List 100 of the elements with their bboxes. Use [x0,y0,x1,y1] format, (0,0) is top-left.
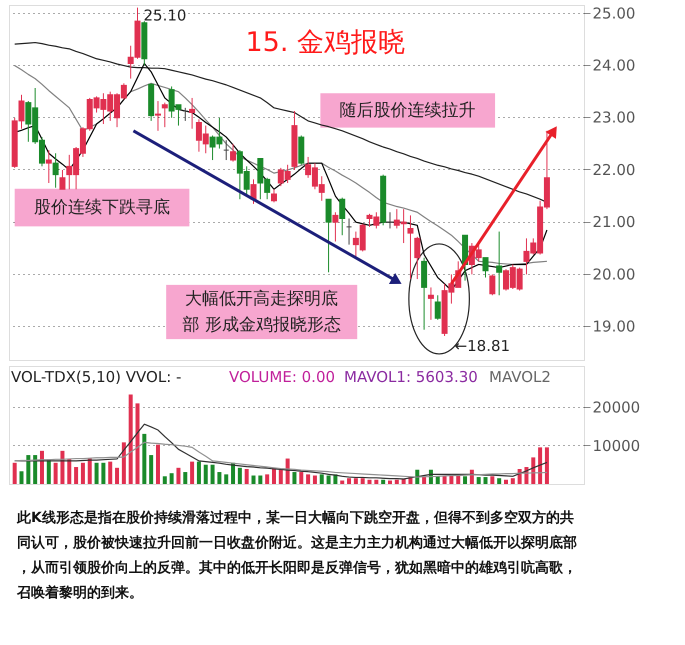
y-tick-label: 23.00 [592,108,636,127]
y-tick-label: 22.00 [592,160,636,179]
bar [26,455,30,484]
candlestick [189,97,196,130]
bar [456,476,460,484]
bar [176,468,180,484]
bar [101,462,106,484]
bar [252,476,256,484]
bar [88,458,92,484]
bar [374,480,378,484]
bar [162,476,167,484]
line-series [14,442,548,478]
annotation: VOLUME: 0.00 [229,368,336,386]
bar [258,476,262,484]
bar [312,476,317,484]
bar [484,477,488,484]
bar [278,470,283,484]
candlestick [154,100,161,132]
bar [381,480,386,484]
bar [20,471,24,484]
bar [170,473,174,484]
bar [463,476,468,484]
annotation: VOL-TDX(5,10) VVOL: - [11,368,182,386]
candlestick [489,274,496,296]
bar [60,450,64,484]
y-tick-label: 20.00 [592,265,636,284]
bar [292,472,296,484]
bar [436,476,440,484]
candlestick [46,150,52,184]
candlestick [223,140,230,161]
bar [394,480,399,484]
text: 此K线形态是指在股价持续滑落过程中，某一日大幅向下跳空开盘，但得不到多空双方的共同认可，股价被快速拉升回前一日收盘价附近。这是主力主力机构通过大幅低开以探明底部，从而引领股价向上的反弹。其中的低开长阳即是反弹信号，犹如黑暗中的雄鸡引吭高歌，召唤着黎明的到来。 [16,509,577,601]
candlestick [428,286,434,320]
candlestick [59,169,66,190]
bar [74,467,78,484]
bar [449,476,454,484]
bar [476,477,481,484]
y-tick-label: 25.00 [592,4,636,22]
annotation: MAVOL1: 5603.30 [344,368,478,386]
bar [156,444,160,484]
bar [306,474,310,484]
candlestick [332,212,338,242]
bar [544,447,549,484]
bar [510,478,515,484]
bar [80,462,85,484]
candlestick [339,197,346,236]
bar [497,478,502,484]
bar [402,478,406,484]
bar [368,480,372,484]
candlestick [182,107,188,122]
candlestick [270,188,277,203]
bar [196,462,201,484]
bar [190,462,194,484]
bar [422,477,426,484]
annotation: ←18.81 [454,336,510,355]
bar [128,394,133,484]
bar [340,480,344,484]
bar [217,472,222,484]
bar [210,464,215,484]
candlestick [230,143,236,162]
bar [442,476,447,484]
bar [115,468,120,484]
candlestick [407,214,414,280]
bar [286,458,290,484]
y-tick-label: 24.00 [592,56,636,75]
bar [33,455,38,484]
bar [326,476,331,484]
bar [538,447,542,484]
bar [204,464,208,484]
text: 15. 金鸡报晓 [245,27,406,58]
bar [347,478,352,484]
candlestick [496,231,502,296]
y-tick-label: 21.00 [592,213,636,232]
bar [238,468,242,484]
bar [320,474,324,484]
bar [360,478,365,484]
annotation: 25.10 [144,6,186,25]
bar [354,478,358,484]
bar [272,468,276,484]
bar [224,474,228,484]
candlestick [346,218,352,246]
bar [265,474,270,484]
bar [299,472,304,484]
bar [531,457,536,484]
bar [504,480,508,484]
candlestick [52,152,59,188]
bar [490,476,494,484]
candlestick [386,212,393,229]
bar [149,455,154,484]
bar [108,462,112,484]
bar [183,472,188,484]
y-tick-label: 19.00 [592,318,636,336]
bar [46,459,51,484]
y-tick-label: 20000 [592,398,640,416]
candlestick [326,198,332,273]
bar [142,434,146,484]
candlestick [162,102,168,128]
bar [244,468,249,484]
bar [388,480,392,484]
bar [94,462,99,484]
